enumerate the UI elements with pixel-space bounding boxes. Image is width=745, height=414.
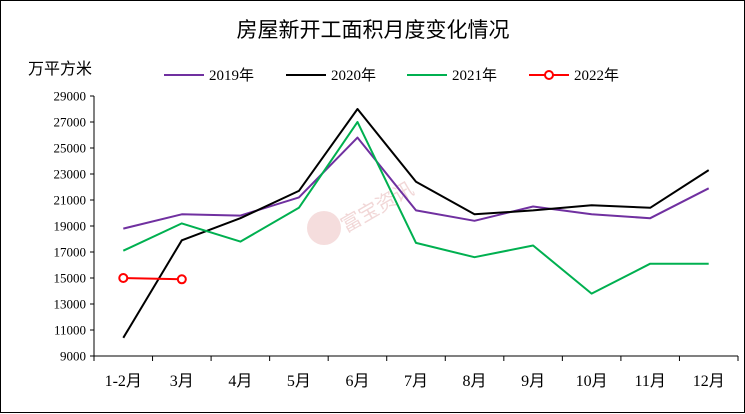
y-axis-unit-label: 万平方米 [28,60,92,78]
x-tick-label: 4月 [228,373,252,390]
legend-marker [544,70,554,80]
x-tick-label: 6月 [345,373,369,390]
series-line [122,108,710,339]
x-tick-label: 7月 [404,373,428,390]
y-tick-label: 15000 [54,271,87,286]
chart-title: 房屋新开工面积月度变化情况 [237,18,510,42]
y-axis: 9000 11000 13000 15000 17000 19000 21000 23000 2… [54,89,95,364]
legend-label: 2021年 [452,67,497,84]
data-point [118,273,129,283]
plot-area [118,108,710,339]
y-tick-label: 23000 [54,167,87,182]
legend-label: 2020年 [331,67,376,84]
x-tick-label: 5月 [287,373,311,390]
y-tick-label: 21000 [54,193,87,208]
y-tick-label: 11000 [54,323,86,338]
y-tick-label: 17000 [54,245,87,260]
y-tick-label: 9000 [60,349,86,364]
y-tick-label: 25000 [54,141,87,156]
watermark-text: 富宝资讯 [337,177,418,238]
x-tick-label: 1-2月 [105,373,142,390]
series-line [122,121,709,295]
legend-label: 2019年 [209,67,254,84]
legend-label: 2022年 [574,67,619,84]
y-tick-label: 29000 [54,89,87,104]
y-tick-label: 13000 [54,297,87,312]
x-tick-label: 8月 [463,373,487,390]
x-tick-label: 3月 [170,373,194,390]
legend: 2019年 2020年 2021年 2022年 [164,67,619,84]
x-tick-label: 12月 [693,373,725,390]
y-tick-label: 27000 [54,115,87,130]
data-point [176,274,187,285]
series-line [123,277,182,281]
y-tick-label: 19000 [54,219,87,234]
x-tick-label: 9月 [521,373,545,390]
x-axis: 1-2月 3月 4月 5月 6月 7月 8月 9月 10月 11月 12月 [93,355,739,390]
x-tick-label: 11月 [634,373,665,390]
x-tick-label: 10月 [576,373,608,390]
watermark-logo-icon [307,211,341,245]
series-line [123,136,710,230]
